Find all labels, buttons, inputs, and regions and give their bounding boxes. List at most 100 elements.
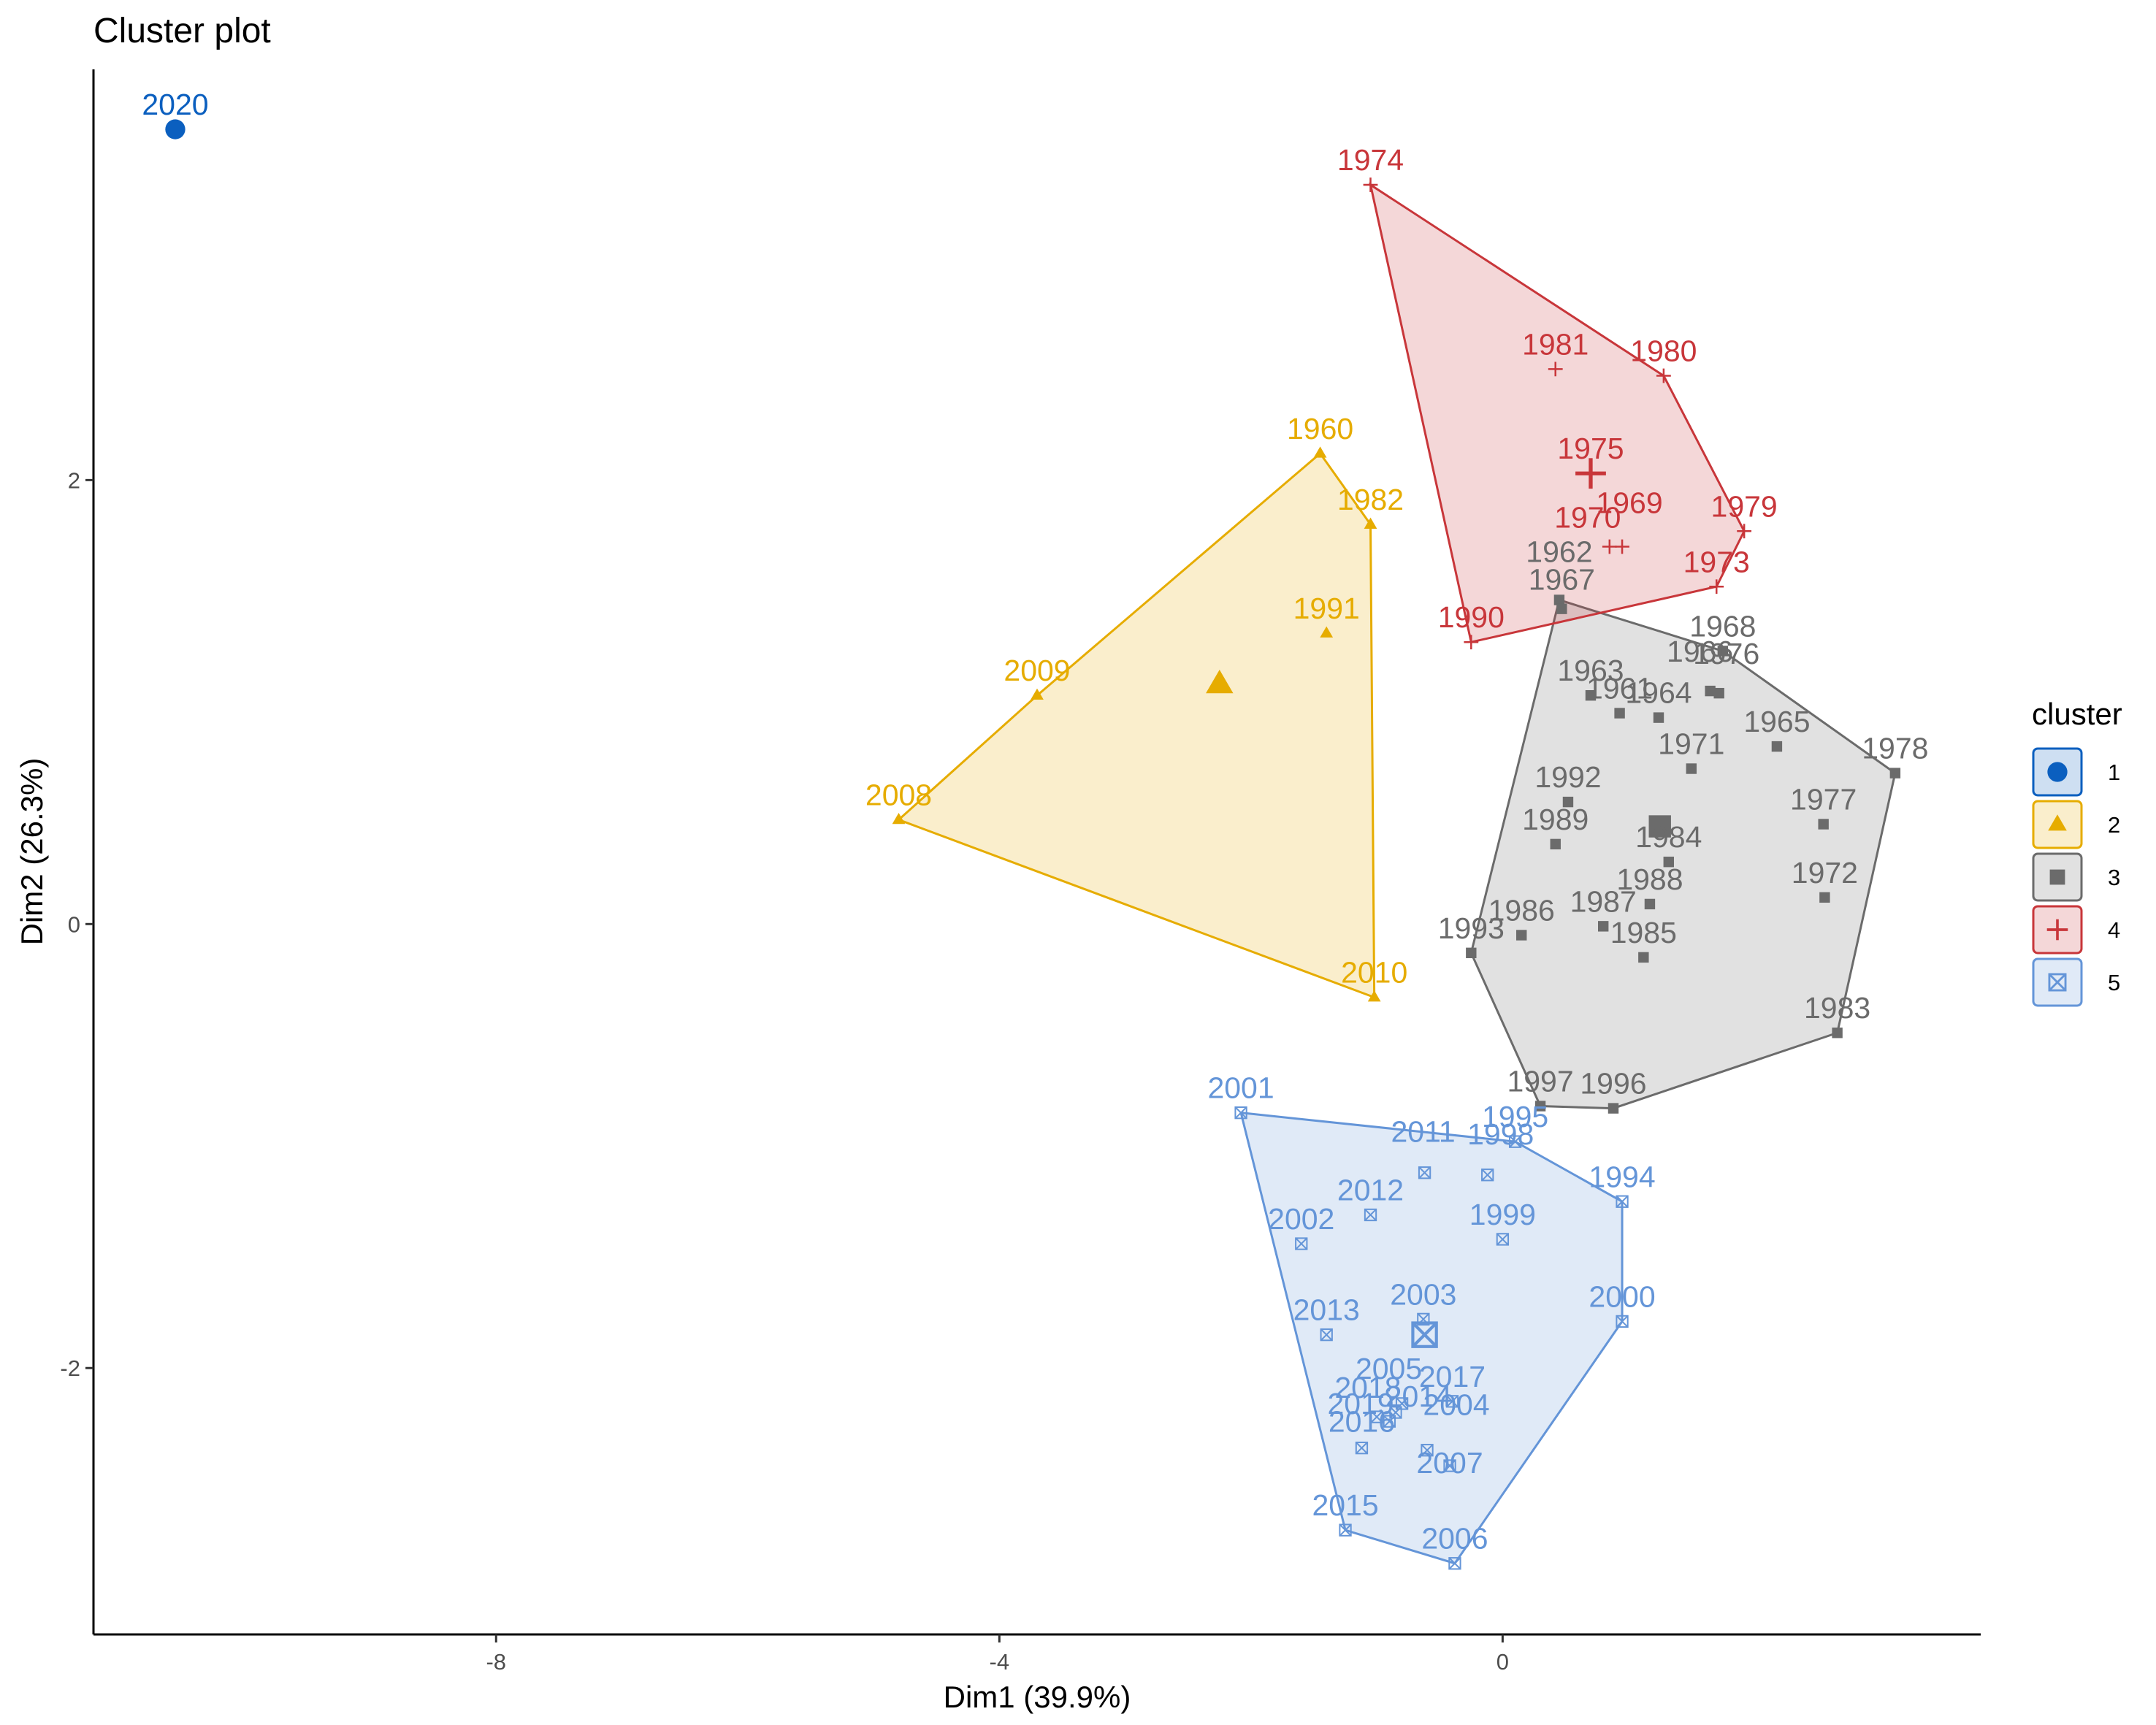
point-label-1960: 1960 (1287, 412, 1353, 445)
point-label-2011: 2011 (1391, 1115, 1455, 1149)
point-label-1963: 1963 (1557, 654, 1624, 687)
point-label-1999: 1999 (1469, 1198, 1536, 1231)
point-1980 (1656, 368, 1671, 383)
point-label-1984: 1984 (1635, 820, 1702, 854)
cluster-5-hull (1239, 1111, 1624, 1565)
point-label-1982: 1982 (1337, 483, 1404, 516)
point-1965 (1771, 741, 1783, 752)
legend-symbol-5 (2048, 973, 2067, 992)
point-1961 (1614, 708, 1625, 719)
x-tick-label: -4 (990, 1649, 1010, 1675)
y-axis-ticks: -2 0 2 (60, 467, 93, 1381)
point-label-1969: 1969 (1596, 486, 1662, 520)
point-1988 (1644, 898, 1656, 910)
y-tick-label: -2 (60, 1355, 80, 1381)
point-1993 (1466, 947, 1477, 959)
point-2002 (1295, 1237, 1308, 1250)
legend-item-3: 3 (2032, 852, 2120, 902)
point-label-2008: 2008 (865, 778, 932, 811)
point-2013 (1320, 1328, 1333, 1342)
point-1973 (1709, 579, 1724, 594)
point-1963 (1585, 690, 1597, 701)
point-label-2003: 2003 (1390, 1277, 1456, 1311)
point-label-2006: 2006 (1421, 1522, 1488, 1556)
point-label-2016: 2016 (1329, 1405, 1395, 1439)
point-1994 (1616, 1195, 1629, 1208)
legend-label-3: 3 (2108, 865, 2120, 890)
point-1999 (1496, 1233, 1510, 1246)
legend-symbol-2 (2048, 814, 2067, 831)
point-1985 (1638, 952, 1649, 963)
point-2014 (1383, 1415, 1396, 1428)
point-label-2014: 2014 (1385, 1380, 1452, 1413)
point-label-2009: 2009 (1004, 654, 1070, 687)
legend-item-2: 2 (2032, 800, 2120, 849)
legend-label-2: 2 (2108, 812, 2120, 838)
point-label-1972: 1972 (1792, 856, 1858, 890)
point-1962 (1553, 594, 1565, 605)
x-axis-ticks: -8 -4 0 (486, 1634, 1509, 1675)
cluster-4-hull (1369, 182, 1746, 644)
cluster-3-hull (1469, 598, 1897, 1110)
legend-label-1: 1 (2108, 760, 2120, 785)
point-label-2013: 2013 (1293, 1293, 1360, 1327)
point-label-2000: 2000 (1589, 1280, 1655, 1313)
point-1960 (1313, 446, 1327, 458)
point-label-2004: 2004 (1423, 1388, 1489, 1422)
point-label-2002: 2002 (1268, 1202, 1334, 1236)
point-1966 (1705, 685, 1716, 697)
point-1970 (1602, 539, 1617, 554)
point-1971 (1686, 763, 1697, 774)
point-label-1998: 1998 (1467, 1117, 1534, 1151)
point-label-1992: 1992 (1534, 760, 1601, 794)
point-label-1975: 1975 (1557, 432, 1624, 465)
y-tick-label: 2 (68, 467, 80, 493)
point-label-1993: 1993 (1438, 911, 1505, 945)
point-2012 (1364, 1208, 1377, 1222)
point-label-1965: 1965 (1743, 705, 1810, 738)
point-label-1989: 1989 (1522, 803, 1589, 836)
point-label-2017: 2017 (1419, 1360, 1486, 1393)
point-label-1970: 1970 (1554, 501, 1621, 535)
point-label-1991: 1991 (1293, 592, 1360, 625)
point-1979 (1737, 524, 1752, 539)
point-label-1967: 1967 (1529, 563, 1595, 597)
point-1991 (1320, 626, 1334, 638)
point-1968 (1717, 646, 1729, 657)
point-1983 (1832, 1028, 1843, 1039)
point-2020 (165, 119, 186, 139)
point-1964 (1653, 712, 1664, 723)
y-tick-label: 0 (68, 911, 80, 937)
point-label-1986: 1986 (1488, 893, 1555, 927)
point-1981 (1548, 362, 1563, 377)
point-label-2015: 2015 (1312, 1488, 1378, 1522)
point-label-1973: 1973 (1683, 545, 1750, 578)
point-label-2001: 2001 (1207, 1071, 1274, 1105)
point-2004 (1421, 1444, 1434, 1457)
point-1969 (1615, 539, 1629, 554)
point-1998 (1481, 1169, 1494, 1182)
point-1984 (1663, 856, 1674, 868)
point-label-1996: 1996 (1580, 1067, 1646, 1101)
point-label-1964: 1964 (1625, 676, 1691, 710)
point-2015 (1339, 1523, 1352, 1537)
point-label-1988: 1988 (1616, 862, 1683, 896)
point-2000 (1616, 1315, 1629, 1328)
point-1992 (1562, 796, 1574, 808)
point-label-2012: 2012 (1337, 1173, 1404, 1206)
chart-title: Cluster plot (93, 12, 271, 50)
point-1977 (1818, 819, 1829, 830)
legend-title: cluster (2032, 697, 2122, 731)
legend-item-5: 5 (2032, 957, 2120, 1007)
x-tick-label: -8 (486, 1649, 506, 1675)
point-label-2018: 2018 (1334, 1371, 1401, 1404)
x-axis-label: Dim1 (39.9%) (944, 1680, 1131, 1714)
point-1996 (1608, 1103, 1619, 1114)
point-label-2010: 2010 (1341, 956, 1407, 990)
point-2019 (1370, 1410, 1383, 1423)
legend-item-1: 1 (2032, 747, 2120, 797)
point-label-2005: 2005 (1356, 1352, 1422, 1385)
point-label-1994: 1994 (1589, 1160, 1655, 1193)
